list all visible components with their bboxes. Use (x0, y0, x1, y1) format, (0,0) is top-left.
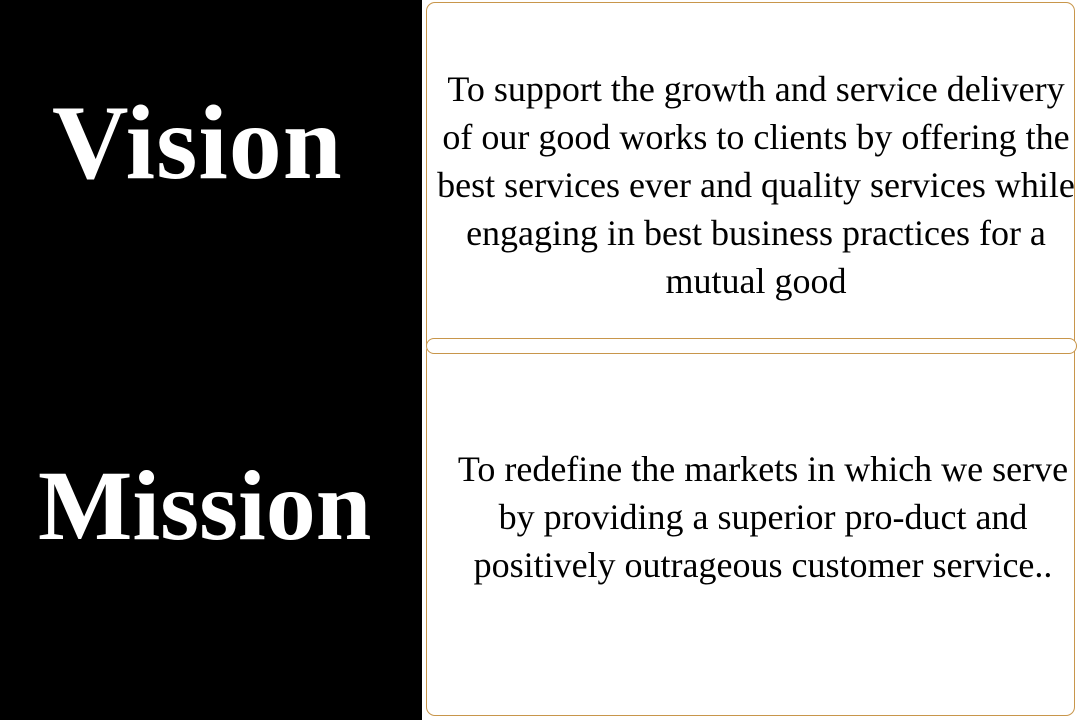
card-divider (426, 338, 1077, 354)
vision-statement: To support the growth and service delive… (437, 69, 1075, 301)
mission-statement: To redefine the markets in which we serv… (457, 449, 1069, 585)
mission-card (426, 342, 1075, 716)
mission-heading: Mission (38, 450, 372, 561)
left-black-panel: Vision Mission (0, 0, 422, 720)
vision-heading: Vision (52, 84, 343, 201)
vision-card (426, 2, 1075, 352)
